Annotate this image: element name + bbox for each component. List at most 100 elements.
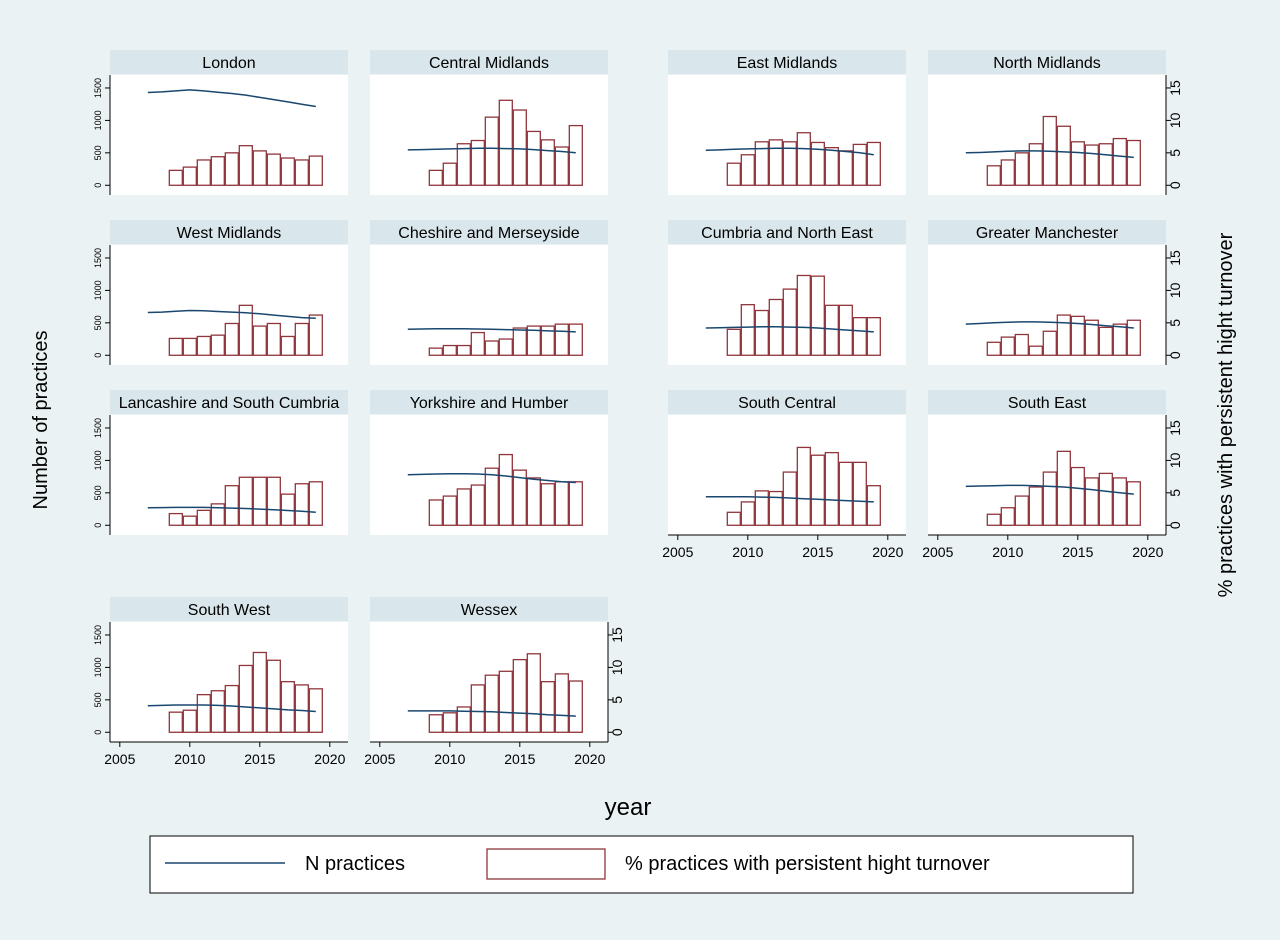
bar xyxy=(210,690,225,733)
bar xyxy=(266,322,281,356)
bar xyxy=(224,152,239,186)
bar xyxy=(1112,477,1127,526)
panel-title: Lancashire and South Cumbria xyxy=(119,395,340,412)
bar xyxy=(210,156,225,186)
x-tick-label: 2005 xyxy=(922,544,953,560)
bar xyxy=(852,461,867,526)
line xyxy=(705,147,874,156)
panel-header xyxy=(110,220,348,244)
legend-bar-swatch xyxy=(486,848,606,880)
bar xyxy=(852,143,867,186)
bar xyxy=(810,454,825,526)
x-tick-label: 2015 xyxy=(244,751,275,767)
bar xyxy=(1084,319,1099,356)
plot-region xyxy=(370,75,608,195)
bar xyxy=(456,143,471,186)
x-tick-label: 2010 xyxy=(434,751,465,767)
x-tick-label: 2015 xyxy=(802,544,833,560)
x-tick-label: 2005 xyxy=(662,544,693,560)
bar xyxy=(498,338,513,356)
bar xyxy=(308,155,323,186)
panel-header xyxy=(928,50,1166,74)
bar xyxy=(484,340,499,356)
bar xyxy=(1126,319,1141,356)
bar xyxy=(280,335,295,356)
bar xyxy=(526,130,541,186)
bar xyxy=(1098,143,1113,186)
x-tick-label: 2005 xyxy=(364,751,395,767)
bar xyxy=(1112,323,1127,356)
bar xyxy=(740,304,755,356)
y2-tick-label: 0 xyxy=(1167,521,1183,529)
bar xyxy=(196,159,211,186)
bar xyxy=(726,162,741,186)
panel-title: Central Midlands xyxy=(429,55,549,72)
bar xyxy=(1056,125,1071,186)
y-tick-label: 0 xyxy=(93,183,103,188)
bar xyxy=(498,99,513,186)
bar xyxy=(428,169,443,186)
bar xyxy=(168,711,183,733)
plot-region xyxy=(668,415,906,535)
bar xyxy=(182,709,197,733)
bar xyxy=(1000,159,1015,186)
bar xyxy=(238,145,253,186)
bar xyxy=(1112,137,1127,186)
x-tick-label: 2005 xyxy=(104,751,135,767)
bar xyxy=(1070,466,1085,526)
y-axis-title: Number of practices xyxy=(30,331,52,510)
bar xyxy=(308,481,323,526)
bar xyxy=(512,658,527,733)
bar xyxy=(456,488,471,526)
bar xyxy=(768,490,783,526)
y2-tick-label: 10 xyxy=(1167,452,1183,468)
plot-region xyxy=(928,245,1166,365)
bar xyxy=(266,153,281,186)
bar xyxy=(512,327,527,356)
bar xyxy=(266,476,281,526)
line xyxy=(147,704,316,713)
bar xyxy=(1098,472,1113,526)
bar xyxy=(238,304,253,356)
x-axis-title: year xyxy=(605,794,652,821)
plot-region xyxy=(370,622,608,742)
bar xyxy=(294,322,309,356)
bar xyxy=(782,288,797,356)
line xyxy=(407,147,576,154)
y2-tick-label: 10 xyxy=(1167,112,1183,128)
bar xyxy=(252,325,267,356)
bar xyxy=(252,651,267,733)
legend-label: % practices with persistent hight turnov… xyxy=(625,853,990,875)
bar xyxy=(1070,141,1085,186)
bar xyxy=(266,659,281,733)
bar xyxy=(1070,315,1085,356)
bar xyxy=(1000,336,1015,356)
bar xyxy=(1126,139,1141,186)
line xyxy=(965,484,1134,495)
bar xyxy=(168,512,183,526)
line xyxy=(407,710,576,717)
bar xyxy=(442,344,457,356)
bar xyxy=(252,150,267,186)
plot-region xyxy=(110,622,348,742)
bar xyxy=(470,139,485,186)
bar xyxy=(740,154,755,186)
bar xyxy=(754,309,769,356)
y2-tick-label: 5 xyxy=(1167,489,1183,497)
line xyxy=(705,325,874,333)
plot-region xyxy=(110,245,348,365)
bar xyxy=(796,274,811,356)
y2-tick-label: 15 xyxy=(1167,80,1183,96)
y-tick-label: 500 xyxy=(93,315,103,330)
bar xyxy=(1014,333,1029,356)
y-tick-label: 1500 xyxy=(93,248,103,268)
bar xyxy=(1084,477,1099,526)
bar xyxy=(526,653,541,733)
y-tick-label: 1000 xyxy=(93,110,103,130)
y2-tick-label: 5 xyxy=(1167,319,1183,327)
bar xyxy=(1056,314,1071,356)
bar xyxy=(866,485,881,526)
bar xyxy=(540,325,555,356)
bar xyxy=(540,483,555,526)
